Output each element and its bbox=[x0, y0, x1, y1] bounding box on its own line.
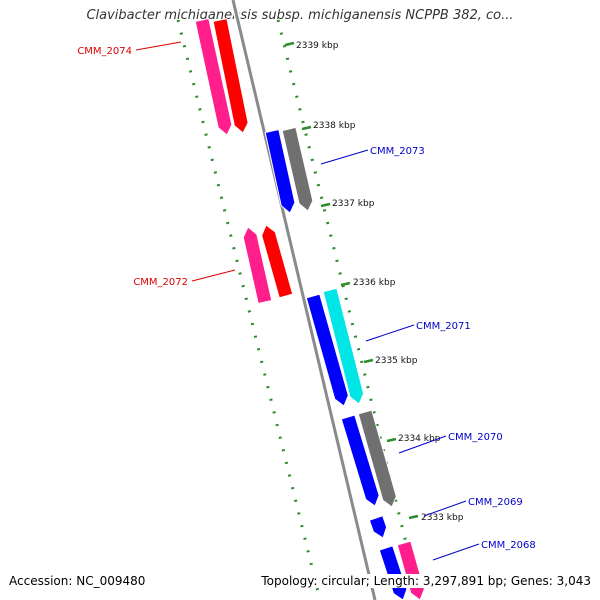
kbp-tick-label: 2333 kbp bbox=[421, 513, 464, 523]
feature-cmm-2071-gene[interactable] bbox=[305, 293, 349, 407]
feature-cmm-2073-gene[interactable] bbox=[264, 128, 296, 214]
kbp-tick-label: 2335 kbp bbox=[375, 356, 418, 366]
gene-label-cmm-2071[interactable]: CMM_2071 bbox=[416, 321, 471, 332]
feature-cmm-2074-gene[interactable] bbox=[194, 17, 233, 136]
gene-label-leader-line bbox=[365, 324, 415, 342]
kbp-tick-label: 2336 kbp bbox=[353, 278, 396, 288]
gene-label-cmm-2070[interactable]: CMM_2070 bbox=[448, 432, 503, 443]
feature-cmm-2072-cds[interactable] bbox=[261, 224, 294, 299]
feature-cmm-2070-cds[interactable] bbox=[357, 409, 397, 508]
gene-label-leader-line bbox=[423, 500, 467, 517]
feature-track bbox=[194, 17, 425, 600]
kbp-tick-mark bbox=[284, 41, 295, 47]
feature-cmm-2073-cds[interactable] bbox=[281, 126, 314, 212]
kbp-tick-label: 2338 kbp bbox=[313, 121, 356, 131]
kbp-tick-label: 2337 kbp bbox=[332, 199, 375, 209]
feature-cmm-2071-cds[interactable] bbox=[322, 287, 365, 405]
accession-text: Accession: NC_009480 bbox=[9, 574, 146, 588]
backbone bbox=[230, 0, 378, 600]
kbp-tick-mark bbox=[386, 437, 397, 443]
gene-label-group: CMM_2074 CMM_2073 CMM_2072 CMM_2071 CMM_2070… bbox=[77, 41, 536, 561]
kbp-tick-label: 2334 kbp bbox=[398, 434, 441, 444]
kbp-tick-mark bbox=[408, 514, 419, 520]
map-title: Clavibacter michiganensis subsp. michiga… bbox=[86, 8, 514, 23]
kbp-tick-mark bbox=[340, 281, 351, 287]
kbp-tick-label: 2339 kbp bbox=[296, 41, 339, 51]
gene-label-leader-line bbox=[191, 269, 236, 282]
genome-stats-text: Topology: circular; Length: 3,297,891 bp… bbox=[261, 574, 591, 588]
gene-label-leader-line bbox=[320, 149, 369, 165]
gene-label-cmm-2068[interactable]: CMM_2068 bbox=[481, 540, 536, 551]
feature-cmm-2070-gene[interactable] bbox=[340, 414, 380, 507]
kbp-tick-mark bbox=[301, 125, 312, 131]
kbp-tick-mark bbox=[320, 202, 331, 208]
gene-label-leader-line bbox=[398, 435, 447, 454]
feature-cmm-2069-gene[interactable] bbox=[368, 515, 388, 539]
gene-label-leader-line bbox=[432, 543, 480, 561]
gene-label-leader-line bbox=[135, 41, 182, 51]
gene-label-cmm-2072[interactable]: CMM_2072 bbox=[133, 277, 188, 288]
gene-label-cmm-2069[interactable]: CMM_2069 bbox=[468, 497, 523, 508]
feature-cmm-2072-gene[interactable] bbox=[242, 226, 273, 305]
kbp-tick-group: 2339 kbp 2338 kbp 2337 kbp 2336 kbp 2335 kbp… bbox=[284, 41, 464, 523]
gene-label-cmm-2074[interactable]: CMM_2074 bbox=[77, 46, 132, 57]
feature-cmm-2074-cds[interactable] bbox=[212, 18, 249, 134]
outer-dotted-track bbox=[176, 19, 322, 600]
gene-label-cmm-2073[interactable]: CMM_2073 bbox=[370, 146, 425, 157]
kbp-tick-mark bbox=[363, 358, 374, 364]
